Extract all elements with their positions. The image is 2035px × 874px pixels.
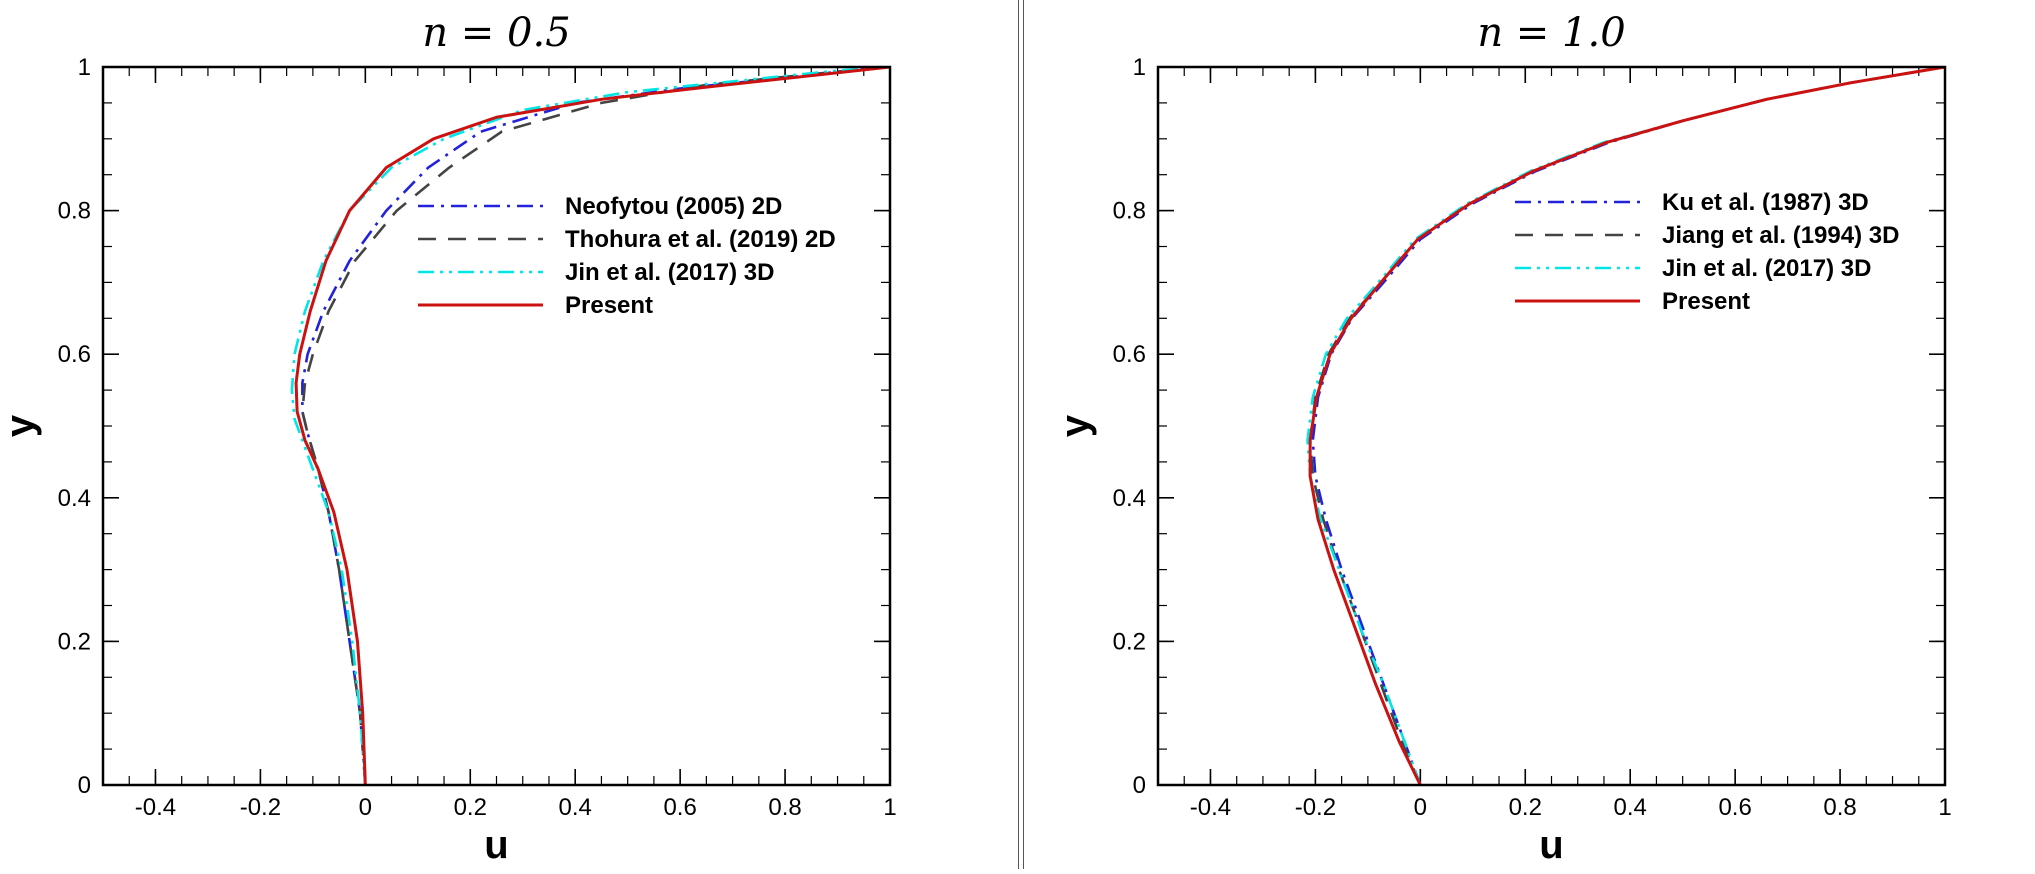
x-tick-label: 0.8 [768,794,801,821]
y-tick-label: 0.2 [58,628,91,655]
y-tick-label: 0.6 [58,341,91,368]
x-tick-label: -0.4 [135,794,176,821]
y-tick-label: 1 [1133,54,1146,81]
legend-label-1: Thohura et al. (2019) 2D [565,226,836,253]
x-tick-label: 0.8 [1823,794,1856,821]
y-tick-label: 0.4 [58,485,91,512]
legend-label-3: Present [1662,288,1750,315]
x-tick-label: 0 [1414,794,1427,821]
x-tick-label: 0 [359,794,372,821]
x-tick-label: -0.2 [240,794,281,821]
x-tick-label: -0.2 [1295,794,1336,821]
x-tick-label: 0.6 [1718,794,1751,821]
series-line-3 [294,67,890,785]
x-tick-label: 0.2 [454,794,487,821]
chart-panel-0: -0.4 -0.2 0 0.2 0.4 0.6 0.8 1 0 0.2 0.4 0.6 0.8 1 n = … [0,10,897,867]
chart-title: n = 0.5 [422,10,570,56]
x-tick-label: 1 [883,794,896,821]
panel-divider-left [1018,0,1019,869]
legend-label-2: Jin et al. (2017) 3D [1662,255,1871,282]
x-tick-label: 0.2 [1509,794,1542,821]
y-axis-label: y [0,414,42,437]
legend-label-0: Neofytou (2005) 2D [565,193,782,220]
series-line-3 [1308,67,1945,785]
legend-label-0: Ku et al. (1987) 3D [1662,189,1869,216]
y-tick-label: 0.2 [1113,628,1146,655]
x-tick-label: 0.4 [559,794,592,821]
y-tick-label: 0.8 [1113,198,1146,225]
y-tick-label: 0 [78,772,91,799]
chart-title: n = 1.0 [1477,10,1625,56]
legend-label-1: Jiang et al. (1994) 3D [1662,222,1899,249]
legend: Ku et al. (1987) 3D Jiang et al. (1994) 3… [1515,189,1899,315]
series-line-1 [301,67,890,785]
legend-label-2: Jin et al. (2017) 3D [565,259,774,286]
series-line-2 [1306,67,1945,785]
legend-label-3: Present [565,292,653,319]
series-line-0 [301,67,890,785]
y-tick-label: 0 [1133,772,1146,799]
series-line-2 [290,67,890,785]
y-tick-label: 0.4 [1113,485,1146,512]
y-tick-label: 0.6 [1113,341,1146,368]
chart-panel-1: -0.4 -0.2 0 0.2 0.4 0.6 0.8 1 0 0.2 0.4 0.6 0.8 1 n = … [1053,10,1952,867]
x-axis-label: u [484,823,508,867]
x-tick-label: 1 [1938,794,1951,821]
x-axis-label: u [1539,823,1563,867]
x-tick-label: 0.6 [663,794,696,821]
panel-divider-right [1023,0,1024,869]
legend: Neofytou (2005) 2D Thohura et al. (2019) … [418,193,836,319]
series-line-1 [1308,67,1945,785]
y-axis-label: y [1053,414,1097,437]
series-line-0 [1311,67,1945,785]
y-tick-label: 1 [78,54,91,81]
x-tick-label: -0.4 [1190,794,1231,821]
x-tick-label: 0.4 [1614,794,1647,821]
plot-frame [1156,65,1947,787]
plot-frame [101,65,892,787]
y-tick-label: 0.8 [58,198,91,225]
